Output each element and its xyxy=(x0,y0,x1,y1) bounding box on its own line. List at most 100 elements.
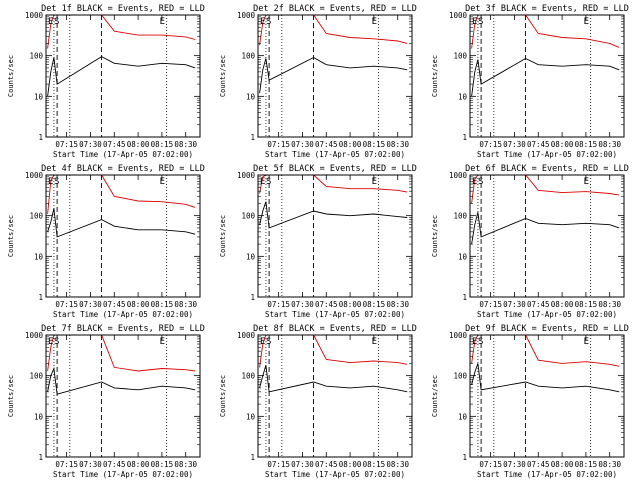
marker-e-label: E xyxy=(48,177,53,187)
x-tick-label: 07:30 xyxy=(291,460,314,469)
x-tick-label: 07:15 xyxy=(267,300,290,309)
x-tick-label: 07:45 xyxy=(103,460,126,469)
y-axis-label: Counts/sec xyxy=(219,375,227,417)
detector-panel: Det 5f BLACK = Events, RED = LLD Counts/s… xyxy=(219,164,417,319)
x-tick-label: 07:15 xyxy=(267,140,290,149)
marker-s-label: S xyxy=(54,337,59,347)
y-tick-label: 10 xyxy=(34,412,44,421)
y-axis-label: Counts/sec xyxy=(431,215,439,257)
x-tick-label: 08:30 xyxy=(174,140,197,149)
events-series-line xyxy=(471,212,620,245)
chart-title: Det 5f BLACK = Events, RED = LLD xyxy=(253,164,417,174)
marker-e-label: E xyxy=(372,17,377,27)
y-tick-label: 100 xyxy=(241,372,255,381)
lld-series-line xyxy=(471,14,620,49)
x-axis-label: Start Time (17-Apr-05 07:02:00) xyxy=(265,470,405,479)
y-tick-label: 1 xyxy=(462,293,467,302)
x-tick-label: 07:30 xyxy=(291,140,314,149)
y-tick-label: 1 xyxy=(38,453,43,462)
y-axis-label: Counts/sec xyxy=(431,375,439,417)
marker-s-label: S xyxy=(266,337,271,347)
x-tick-label: 08:00 xyxy=(127,300,150,309)
chart-title: Det 4f BLACK = Events, RED = LLD xyxy=(41,164,205,174)
x-tick-label: 08:15 xyxy=(363,300,386,309)
x-tick-label: 07:30 xyxy=(503,300,526,309)
y-tick-label: 10 xyxy=(34,92,44,101)
x-tick-label: 07:15 xyxy=(479,300,502,309)
chart-title: Det 9f BLACK = Events, RED = LLD xyxy=(465,324,629,334)
x-tick-label: 08:00 xyxy=(339,460,362,469)
y-tick-label: 100 xyxy=(453,372,467,381)
events-series-line xyxy=(259,56,408,94)
marker-s-label: S xyxy=(54,177,59,187)
x-tick-label: 07:45 xyxy=(527,460,550,469)
marker-e-label: E xyxy=(472,337,477,347)
x-tick-label: 07:15 xyxy=(267,460,290,469)
x-tick-label: 08:00 xyxy=(551,460,574,469)
x-tick-label: 07:45 xyxy=(103,300,126,309)
x-tick-label: 08:30 xyxy=(174,300,197,309)
y-tick-label: 1 xyxy=(38,133,43,142)
plot-frame xyxy=(257,14,413,138)
y-tick-label: 1000 xyxy=(25,11,44,20)
marker-e-label: E xyxy=(160,337,165,347)
plot-frame xyxy=(469,334,625,458)
x-tick-label: 08:30 xyxy=(386,460,409,469)
lld-series-line xyxy=(471,334,620,367)
x-tick-label: 07:30 xyxy=(79,460,102,469)
x-tick-label: 07:45 xyxy=(527,140,550,149)
y-tick-label: 1 xyxy=(250,453,255,462)
marker-e-label: E xyxy=(260,177,265,187)
lld-series-line xyxy=(47,334,196,372)
x-axis-label: Start Time (17-Apr-05 07:02:00) xyxy=(265,150,405,159)
y-tick-label: 100 xyxy=(241,52,255,61)
plot-frame xyxy=(469,14,625,138)
x-tick-label: 08:30 xyxy=(386,140,409,149)
x-axis-label: Start Time (17-Apr-05 07:02:00) xyxy=(53,310,193,319)
y-tick-label: 100 xyxy=(241,212,255,221)
x-tick-label: 08:30 xyxy=(386,300,409,309)
x-tick-label: 08:15 xyxy=(363,140,386,149)
events-series-line xyxy=(259,201,408,229)
x-tick-label: 08:15 xyxy=(151,300,174,309)
marker-e-label: E xyxy=(472,177,477,187)
y-tick-label: 1 xyxy=(462,453,467,462)
chart-title: Det 6f BLACK = Events, RED = LLD xyxy=(465,164,629,174)
x-tick-label: 08:30 xyxy=(174,460,197,469)
y-tick-label: 10 xyxy=(458,92,468,101)
detector-panel: Det 7f BLACK = Events, RED = LLD Counts/s… xyxy=(7,324,205,479)
x-tick-label: 08:30 xyxy=(598,300,621,309)
marker-e-label: E xyxy=(472,17,477,27)
marker-e-label: E xyxy=(584,177,589,187)
y-tick-label: 10 xyxy=(246,92,256,101)
lld-series-line xyxy=(259,174,408,194)
x-tick-label: 07:30 xyxy=(503,460,526,469)
y-tick-label: 1 xyxy=(462,133,467,142)
x-tick-label: 08:15 xyxy=(363,460,386,469)
detector-panel: Det 3f BLACK = Events, RED = LLD Counts/s… xyxy=(431,4,629,159)
y-axis-label: Counts/sec xyxy=(7,375,15,417)
lld-series-line xyxy=(47,174,196,215)
x-tick-label: 07:30 xyxy=(79,300,102,309)
x-tick-label: 08:15 xyxy=(575,300,598,309)
x-tick-label: 08:15 xyxy=(575,460,598,469)
x-tick-label: 08:00 xyxy=(551,140,574,149)
chart-title: Det 1f BLACK = Events, RED = LLD xyxy=(41,4,205,14)
x-tick-label: 07:45 xyxy=(315,140,338,149)
detector-panel: Det 9f BLACK = Events, RED = LLD Counts/s… xyxy=(431,324,629,479)
x-tick-label: 08:00 xyxy=(127,140,150,149)
x-tick-label: 08:00 xyxy=(551,300,574,309)
plot-frame xyxy=(45,334,201,458)
marker-s-label: S xyxy=(266,17,271,27)
y-tick-label: 1 xyxy=(250,133,255,142)
x-tick-label: 07:45 xyxy=(103,140,126,149)
marker-e-label: E xyxy=(260,17,265,27)
x-axis-label: Start Time (17-Apr-05 07:02:00) xyxy=(53,150,193,159)
x-tick-label: 07:45 xyxy=(315,300,338,309)
detector-panel: Det 4f BLACK = Events, RED = LLD Counts/s… xyxy=(7,164,205,319)
events-series-line xyxy=(259,365,408,393)
y-tick-label: 1000 xyxy=(25,171,44,180)
detector-panel: Det 8f BLACK = Events, RED = LLD Counts/s… xyxy=(219,324,417,479)
x-tick-label: 07:15 xyxy=(55,140,78,149)
y-tick-label: 10 xyxy=(458,252,468,261)
